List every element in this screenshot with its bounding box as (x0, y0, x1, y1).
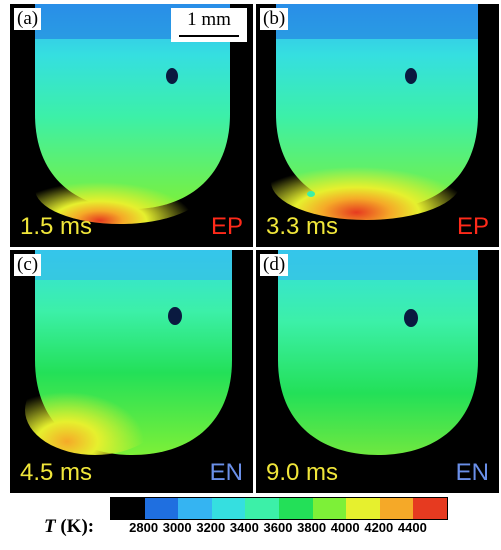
colorbar-tick-label: 3200 (196, 520, 226, 535)
temperature-colorbar (110, 497, 448, 520)
colorbar-tick-label: 3600 (263, 520, 293, 535)
polarity-label: EP (456, 213, 489, 240)
colorbar-tick-label: 4400 (397, 520, 427, 535)
colorbar-tick-label: 2800 (129, 520, 159, 535)
colorbar-segment (278, 498, 313, 519)
colorbar-tick-label: 4200 (364, 520, 394, 535)
panel-b: (b) 3.3 ms EP (256, 4, 499, 247)
colorbar-segment (346, 498, 380, 519)
polarity-label: EN (209, 459, 243, 486)
panel-label: (d) (260, 254, 289, 276)
colorbar-title: T (K): (44, 516, 94, 538)
colorbar-segment (144, 498, 179, 519)
colorbar-tick-label: 3800 (297, 520, 327, 535)
colorbar-ticks: 2800 3000 3200 3400 3600 3800 4000 4200 4400 (110, 520, 448, 540)
colorbar-segment (379, 498, 414, 519)
panel-label: (b) (260, 8, 289, 30)
colorbar-unit: (K): (55, 516, 95, 537)
colorbar-segment (178, 498, 212, 519)
polarity-label: EP (210, 213, 243, 240)
colorbar-tick-label: 3400 (229, 520, 259, 535)
thermal-image (25, 250, 232, 455)
colorbar-tick-label: 3000 (162, 520, 192, 535)
time-label: 9.0 ms (266, 459, 339, 486)
colorbar-segment (211, 498, 246, 519)
colorbar-segment (111, 498, 145, 519)
colorbar-segment (312, 498, 347, 519)
panel-d: (d) 9.0 ms EN (256, 250, 499, 493)
colorbar-tick-label: 4000 (330, 520, 360, 535)
colorbar-segment (413, 498, 447, 519)
scale-bar-label: 1 mm (187, 9, 231, 30)
time-label: 4.5 ms (20, 459, 93, 486)
colorbar-segment (245, 498, 279, 519)
panel-label: (c) (14, 254, 42, 276)
scale-bar: 1 mm (171, 8, 247, 42)
thermal-image (271, 4, 478, 220)
colorbar-symbol: T (44, 516, 56, 537)
scale-bar-line (179, 35, 239, 37)
time-label: 3.3 ms (266, 213, 339, 240)
time-label: 1.5 ms (20, 213, 93, 240)
panel-c: (c) 4.5 ms EN (10, 250, 253, 493)
polarity-label: EN (455, 459, 489, 486)
panel-label: (a) (14, 8, 42, 30)
panel-a: (a) 1 mm 1.5 ms EP (10, 4, 253, 247)
thermal-image (278, 250, 478, 455)
